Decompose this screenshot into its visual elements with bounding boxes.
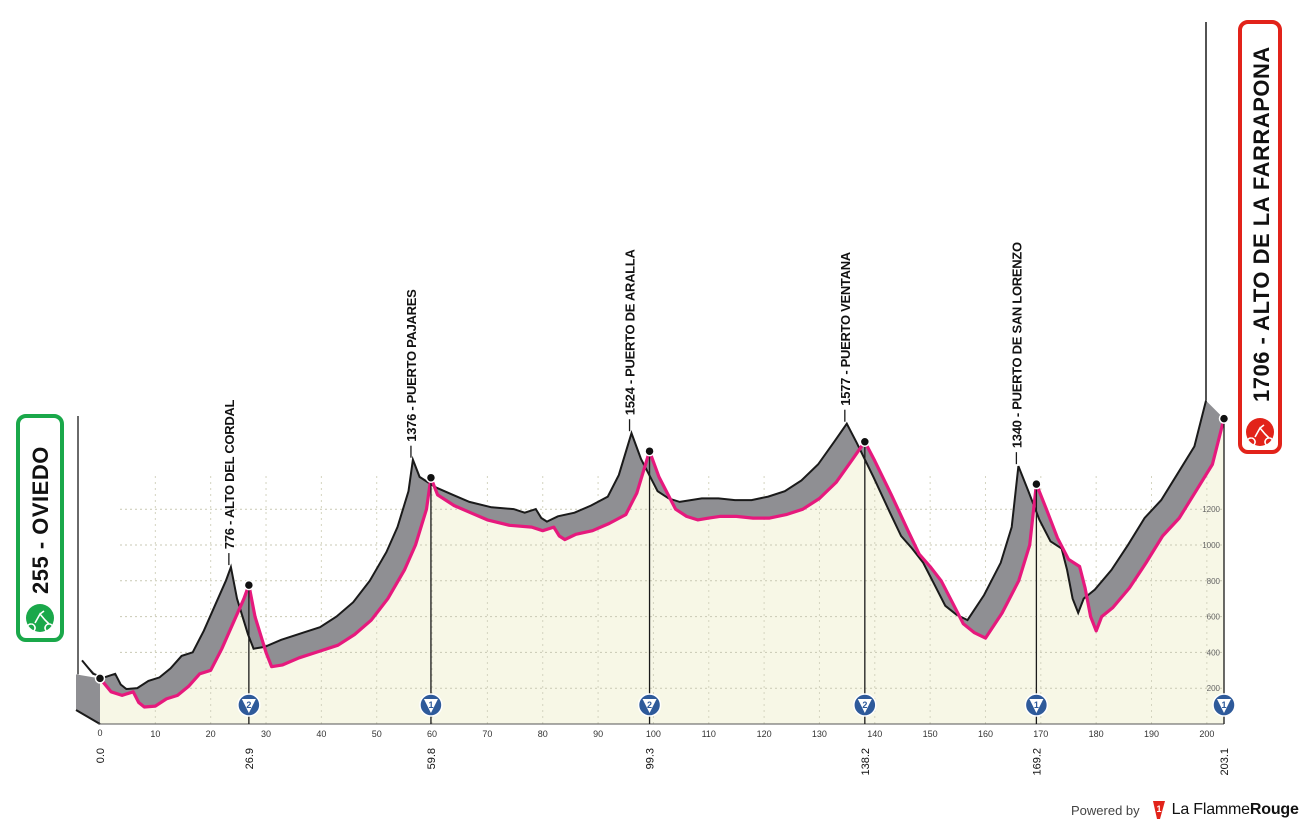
y-tick-label: 1000 (1202, 541, 1220, 550)
climb-category-badge: 2 (853, 693, 877, 717)
category-badge-triangle (1029, 699, 1044, 713)
start-badge-frame (16, 414, 64, 642)
start-badge: 255 - OVIEDO (16, 414, 64, 642)
climb-name-label: 1340 - PUERTO DE SAN LORENZO (1009, 242, 1024, 448)
x-tick-label: 0 (97, 728, 102, 738)
climb-category-badge: 1 (1024, 693, 1049, 717)
category-badge-number: 2 (647, 700, 652, 710)
start-km-label: 0.0 (95, 748, 107, 763)
y-tick-label: 600 (1207, 613, 1221, 622)
x-tick-label: 90 (593, 729, 603, 739)
category-badge-triangle (241, 699, 256, 713)
climb-km-label: 169.2 (1031, 748, 1043, 776)
x-tick-label: 60 (427, 729, 437, 739)
category-badge-triangle (857, 699, 872, 713)
brand-name: La FlammeRouge (1172, 801, 1299, 819)
climb-marker: 1577 - PUERTO VENTANA 138.2 2 (838, 251, 877, 776)
y-tick-label: 800 (1207, 577, 1221, 586)
finish-badge: 1706 - ALTO DE LA FARRAPONA (1238, 20, 1282, 454)
y-tick-label: 200 (1207, 684, 1221, 693)
summit-dot (859, 436, 871, 447)
brand-regular: La Flamme (1171, 801, 1250, 818)
x-tick-label: 140 (867, 729, 882, 739)
powered-by-label: Powered by (1071, 802, 1140, 818)
profile-relief-start-wall (76, 674, 100, 724)
climb-km-label: 26.9 (244, 748, 256, 769)
summit-dot (425, 472, 437, 483)
category-badge-triangle (642, 699, 657, 713)
category-badge-triangle (1217, 699, 1231, 713)
y-tick-label: 400 (1207, 648, 1221, 657)
climb-km-label: 99.3 (645, 748, 657, 769)
y-tick-labels: 200 400 600 800 1000 1200 (1202, 505, 1220, 693)
relief-base-edge (75, 709, 101, 725)
x-tick-label: 150 (923, 729, 938, 739)
start-badge-label: 255 - OVIEDO (28, 446, 53, 594)
x-tick-label: 200 (1199, 729, 1214, 739)
x-tick-label: 70 (482, 729, 492, 739)
profile-relief-edge (81, 400, 1207, 691)
x-tick-label: 190 (1144, 729, 1159, 739)
climb-km-label: 59.8 (426, 748, 438, 769)
climb-category-badge: 2 (237, 693, 261, 717)
start-dot (94, 673, 106, 684)
climb-marker: 1376 - PUERTO PAJARES 59.8 1 (404, 289, 443, 769)
climb-name-label: 776 - ALTO DEL CORDAL (222, 400, 237, 550)
x-tick-label: 30 (261, 729, 271, 739)
climb-category-badge: 1 (1212, 693, 1236, 717)
profile-area (100, 418, 1224, 724)
x-tick-label: 170 (1033, 729, 1048, 739)
brand-bold: Rouge (1249, 801, 1299, 818)
x-tick-label: 110 (702, 729, 716, 739)
finish-cyclist-icon (1246, 418, 1274, 446)
climb-name-label: 1577 - PUERTO VENTANA (838, 251, 853, 406)
summit-dot (1218, 413, 1230, 424)
category-badge-number: 2 (246, 700, 251, 710)
x-tick-label: 20 (206, 729, 216, 739)
category-badge-triangle (423, 699, 438, 713)
finish-badge-frame (1238, 20, 1282, 454)
x-tick-label: 180 (1089, 729, 1104, 739)
climb-km-label: 138.2 (860, 748, 872, 776)
x-tick-label: 80 (538, 729, 548, 739)
flamme-rouge-logo-icon: 1 (1152, 801, 1165, 819)
category-badge-number: 1 (428, 700, 433, 710)
climb-category-badge: 2 (637, 693, 662, 717)
svg-text:1: 1 (1156, 804, 1161, 814)
x-tick-label: 120 (757, 729, 772, 739)
category-badge-number: 2 (862, 700, 867, 710)
climb-name-label: 1524 - PUERTO DE ARALLA (623, 249, 638, 416)
x-tick-label: 40 (316, 729, 326, 739)
x-tick-label: 160 (978, 729, 993, 739)
finish-cyclist-glyph (1246, 424, 1274, 447)
summit-dot (1031, 478, 1042, 490)
climb-marker: 776 - ALTO DEL CORDAL 26.9 2 (222, 400, 261, 769)
category-badge-number: 1 (1221, 700, 1226, 710)
finish-badge-label: 1706 - ALTO DE LA FARRAPONA (1249, 46, 1274, 402)
summit-dot (644, 445, 655, 457)
summit-dot (243, 579, 255, 591)
climb-marker: 1340 - PUERTO DE SAN LORENZO 169.2 1 (1009, 242, 1049, 776)
start-cyclist-glyph (26, 610, 54, 633)
climb-km-label: 203.1 (1219, 748, 1231, 776)
start-cyclist-icon (26, 604, 54, 632)
climb-marker: 203.11 (1212, 413, 1236, 776)
x-tick-label: 130 (812, 729, 827, 739)
y-tick-label: 1200 (1202, 505, 1220, 514)
climb-name-label: 1376 - PUERTO PAJARES (404, 289, 419, 442)
x-tick-label: 50 (372, 729, 382, 739)
x-tick-labels: 0 10 20 30 40 50 60 70 80 90 100 110 120 130 140 150 160… (97, 728, 1214, 739)
climb-marker: 1524 - PUERTO DE ARALLA 99.3 2 (623, 249, 662, 769)
category-badge-number: 1 (1034, 700, 1039, 710)
climb-category-badge: 1 (419, 693, 443, 717)
x-tick-label: 10 (150, 729, 160, 739)
x-tick-label: 100 (646, 729, 661, 739)
powered-by-footer: Powered by 1 La FlammeRouge (1071, 800, 1299, 820)
